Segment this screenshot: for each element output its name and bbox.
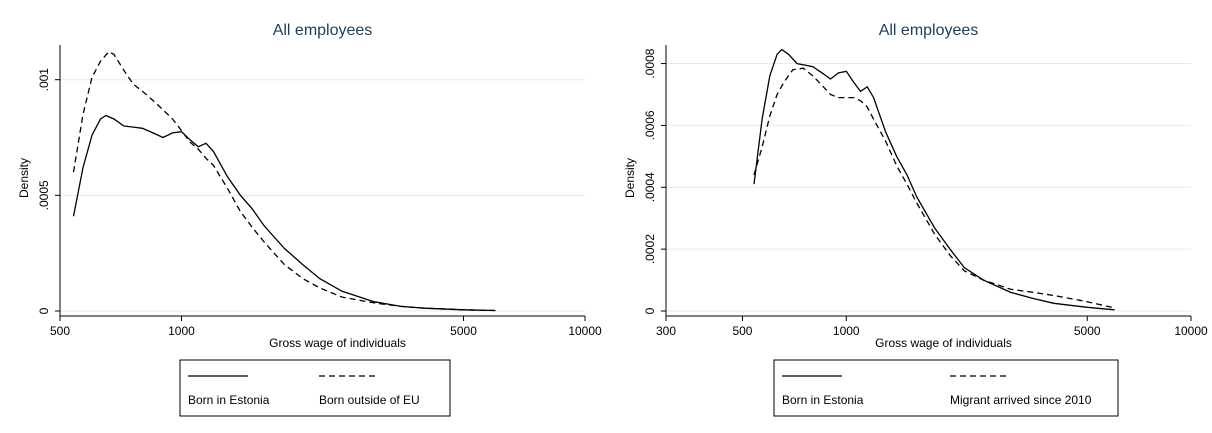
legend-label-1: Born in Estonia bbox=[188, 393, 270, 407]
x-tick-label: 500 bbox=[50, 324, 70, 338]
plot-area bbox=[666, 45, 1191, 311]
x-tick-label: 5000 bbox=[450, 324, 477, 338]
y-tick-label: 0 bbox=[643, 307, 657, 314]
y-axis-label: Density bbox=[623, 158, 637, 198]
y-axis-label: Density bbox=[17, 158, 31, 198]
chart-right-svg: 0 .0002 .0004 .0006 .0008 300 500 1000 5000 10000… bbox=[623, 22, 1208, 417]
x-tick-label: 5000 bbox=[1074, 324, 1101, 338]
x-tick-label: 500 bbox=[732, 324, 752, 338]
y-tick-label: .0005 bbox=[37, 180, 51, 210]
y-tick-label: .0004 bbox=[643, 172, 657, 202]
chart-left: 0 .0005 .001 500 1000 5000 10000 All employees G… bbox=[17, 22, 602, 417]
series-line-2 bbox=[72, 51, 496, 312]
x-tick-label: 10000 bbox=[1174, 324, 1208, 338]
chart-title: All employees bbox=[273, 22, 373, 39]
plot-area bbox=[60, 45, 585, 311]
x-axis-label: Gross wage of individuals bbox=[875, 336, 1012, 350]
x-tick-label: 1000 bbox=[168, 324, 195, 338]
x-tick-label: 300 bbox=[656, 324, 676, 338]
y-tick-label: .0002 bbox=[643, 234, 657, 264]
legend-box bbox=[179, 359, 451, 417]
legend-box bbox=[773, 359, 1119, 417]
legend-label-2: Born outside of EU bbox=[319, 393, 420, 407]
x-axis-label: Gross wage of individuals bbox=[269, 336, 406, 350]
y-tick-label: .001 bbox=[37, 68, 51, 92]
series-line-2 bbox=[753, 67, 1115, 309]
y-tick-label: .0008 bbox=[643, 48, 657, 78]
legend-label-2: Migrant arrived since 2010 bbox=[950, 393, 1092, 407]
legend-label-1: Born in Estonia bbox=[782, 393, 864, 407]
x-tick-label: 1000 bbox=[833, 324, 860, 338]
series-line-1 bbox=[72, 114, 496, 312]
chart-left-svg: 0 .0005 .001 500 1000 5000 10000 All employees G… bbox=[17, 22, 602, 417]
y-tick-label: .0006 bbox=[643, 110, 657, 140]
chart-title: All employees bbox=[879, 22, 979, 39]
x-tick-label: 10000 bbox=[568, 324, 602, 338]
y-tick-label: 0 bbox=[37, 307, 51, 314]
series-line-1 bbox=[753, 48, 1115, 311]
chart-right: 0 .0002 .0004 .0006 .0008 300 500 1000 5000 10000… bbox=[606, 0, 1212, 433]
